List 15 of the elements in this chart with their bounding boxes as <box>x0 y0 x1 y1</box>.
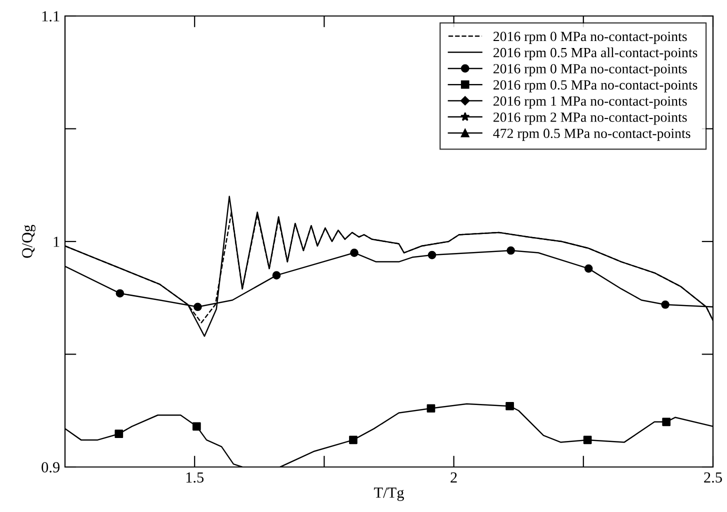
legend-label: 2016 rpm 2 MPa no-contact-points <box>493 112 687 125</box>
legend-label: 2016 rpm 0.5 MPa no-contact-points <box>493 80 698 92</box>
x-tick-label: 2.5 <box>704 472 722 483</box>
legend-label: 472 rpm 0.5 MPa no-contact-points <box>493 128 690 141</box>
x-tick-label: 2 <box>450 472 457 482</box>
y-axis-title: Q/Qg <box>22 224 36 258</box>
legend-label: 2016 rpm 0 MPa no-contact-points <box>493 32 687 44</box>
legend-label: 2016 rpm 0.5 MPa all-contact-points <box>493 48 698 60</box>
legend-label: 2016 rpm 0 MPa no-contact-points <box>493 64 687 76</box>
x-axis-title: T/Tg <box>374 488 404 501</box>
y-tick-label: 1.1 <box>42 11 60 22</box>
x-tick-label: 1.5 <box>186 472 204 483</box>
y-tick-label: 1 <box>54 236 60 247</box>
y-tick-label: 0.9 <box>42 462 60 473</box>
legend-label: 2016 rpm 1 MPa no-contact-points <box>493 96 687 109</box>
